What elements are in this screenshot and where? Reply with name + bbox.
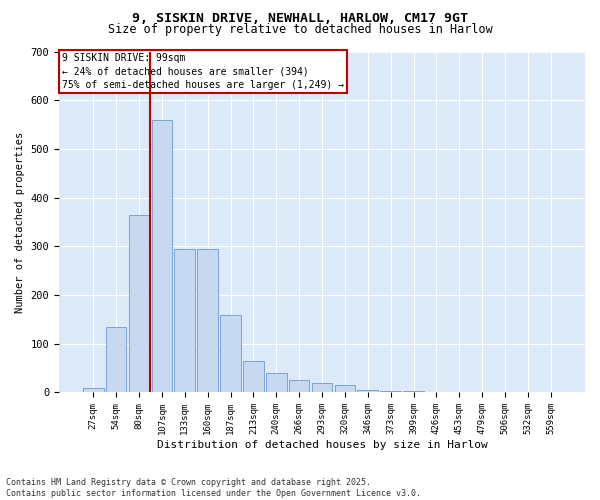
Bar xyxy=(175,249,195,392)
Bar xyxy=(197,249,218,392)
Bar xyxy=(289,380,310,392)
Text: Size of property relative to detached houses in Harlow: Size of property relative to detached ho… xyxy=(107,22,493,36)
Bar xyxy=(243,361,263,392)
Bar xyxy=(106,326,127,392)
Bar xyxy=(220,314,241,392)
Bar xyxy=(152,120,172,392)
Bar xyxy=(128,214,149,392)
Bar xyxy=(312,382,332,392)
Text: 9, SISKIN DRIVE, NEWHALL, HARLOW, CM17 9GT: 9, SISKIN DRIVE, NEWHALL, HARLOW, CM17 9… xyxy=(132,12,468,26)
Text: Contains HM Land Registry data © Crown copyright and database right 2025.
Contai: Contains HM Land Registry data © Crown c… xyxy=(6,478,421,498)
Y-axis label: Number of detached properties: Number of detached properties xyxy=(15,132,25,312)
Bar xyxy=(335,385,355,392)
Bar xyxy=(83,388,104,392)
Bar xyxy=(266,373,287,392)
Bar xyxy=(380,391,401,392)
Bar xyxy=(358,390,378,392)
X-axis label: Distribution of detached houses by size in Harlow: Distribution of detached houses by size … xyxy=(157,440,487,450)
Text: 9 SISKIN DRIVE: 99sqm
← 24% of detached houses are smaller (394)
75% of semi-det: 9 SISKIN DRIVE: 99sqm ← 24% of detached … xyxy=(62,53,344,90)
